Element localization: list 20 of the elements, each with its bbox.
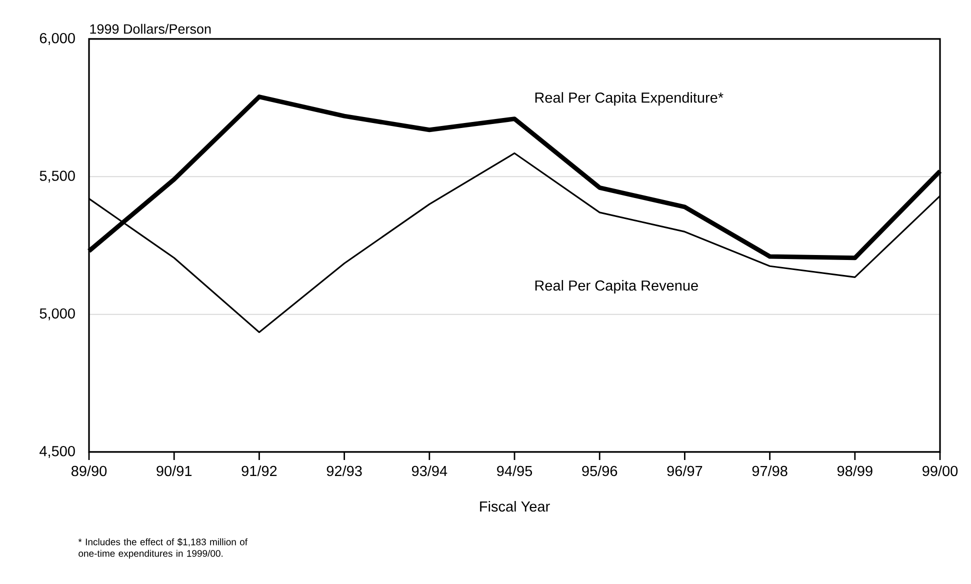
x-axis-title: Fiscal Year — [480, 501, 550, 512]
text: * Includes the effect of $1,183 million of one-time expenditures in 1999/00. — [78, 538, 248, 559]
text: Real Per Capita Revenue — [535, 280, 698, 294]
x-tick-label: 91/92 — [242, 466, 277, 476]
x-tick-label: 98/99 — [837, 466, 872, 476]
x-tick-label: 89/90 — [71, 466, 107, 476]
y-tick-label: 5,500 — [40, 170, 75, 183]
x-tick-label: 96/97 — [667, 466, 702, 476]
x-tick-label: 90/91 — [156, 466, 192, 476]
y-tick-label: 4,500 — [40, 446, 75, 458]
x-tick-label: 92/93 — [326, 466, 362, 476]
y-tick-label: 5,000 — [40, 308, 75, 320]
x-tick-label: 95/96 — [582, 466, 618, 476]
series-label: Real Per Capita Expenditure* — [535, 92, 724, 106]
y-axis-title: 1999 Dollars/Person — [90, 24, 211, 34]
y-tick-label: 6,000 — [40, 32, 75, 45]
x-tick-label: 94/95 — [497, 466, 532, 476]
x-tick-label: 99/00 — [922, 466, 958, 476]
x-tick-label: 97/98 — [752, 466, 788, 476]
x-tick-label: 93/94 — [412, 466, 448, 476]
